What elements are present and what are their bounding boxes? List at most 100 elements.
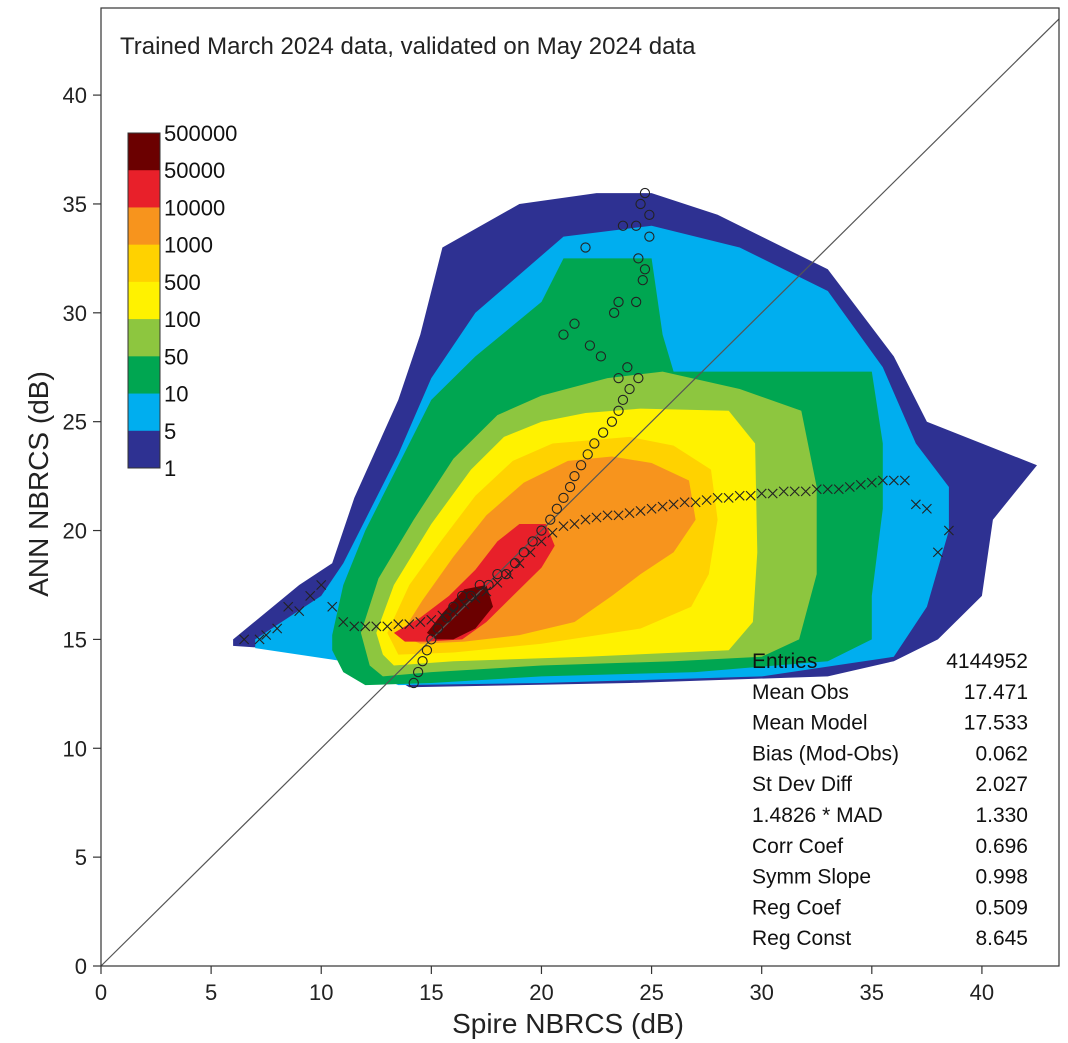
circle-marker (432, 623, 444, 634)
cross-marker (646, 503, 657, 514)
cross-marker (668, 499, 679, 510)
colorbar-label: 50 (164, 344, 188, 369)
x-tick-label: 10 (309, 980, 333, 1005)
binned-mean-series (239, 187, 954, 689)
circle-marker (639, 264, 651, 275)
y-tick-label: 30 (63, 301, 87, 326)
cross-marker (701, 495, 712, 506)
circle-marker (613, 296, 624, 308)
density-region-10000 (393, 524, 555, 642)
circle-marker (595, 351, 607, 362)
cross-marker (294, 606, 305, 617)
stat-value: 17.471 (964, 681, 1028, 704)
circle-marker (631, 220, 642, 231)
stat-label: Corr Coef (752, 835, 843, 858)
colorbar-legend: 500000 50000 10000 1000 500 100 50 10 5 1 (127, 121, 237, 481)
chart-title: Trained March 2024 data, validated on Ma… (120, 33, 696, 60)
circle-marker (536, 525, 547, 536)
colorbar-label: 100 (164, 307, 201, 332)
cross-marker (580, 514, 591, 525)
colorbar-label: 50000 (164, 158, 225, 183)
stat-label: Entries (752, 650, 817, 673)
cross-marker (778, 486, 789, 497)
stat-label: Symm Slope (752, 866, 871, 889)
colorbar-swatch (128, 430, 160, 469)
plot-frame (100, 7, 1060, 967)
stat-value: 0.062 (975, 742, 1028, 765)
colorbar-swatch (128, 170, 160, 208)
cross-marker (360, 621, 371, 632)
circle-marker (412, 666, 424, 678)
density-regions (233, 193, 1038, 688)
cross-marker (536, 536, 547, 547)
circle-marker (558, 329, 569, 340)
cross-marker (877, 475, 888, 486)
cross-marker (525, 547, 536, 558)
cross-marker (624, 508, 635, 519)
circle-marker (417, 656, 428, 667)
circle-marker (617, 394, 629, 406)
cross-marker (712, 492, 723, 503)
circle-marker (637, 275, 648, 286)
cross-marker (613, 510, 624, 521)
circle-marker (606, 416, 618, 427)
identity-line-group (100, 18, 1060, 967)
circle-marker (527, 536, 538, 547)
cross-marker (943, 525, 954, 536)
cross-marker (855, 479, 866, 490)
x-tick-label: 40 (970, 980, 994, 1005)
cross-marker (569, 519, 580, 530)
y-tick-label: 35 (63, 192, 87, 217)
circle-marker (580, 242, 591, 253)
circle-marker (633, 372, 644, 384)
cross-marker (459, 599, 470, 610)
stat-value: 17.533 (964, 712, 1028, 735)
cross-marker (272, 623, 283, 634)
circle-marker (622, 362, 633, 373)
stat-label: Mean Model (752, 712, 868, 735)
circle-marker (426, 634, 437, 645)
cross-marker (822, 484, 833, 495)
cross-marker (305, 590, 316, 601)
cross-marker (415, 617, 426, 627)
circle-marker (589, 438, 600, 449)
colorbar-label: 5 (164, 419, 176, 444)
cross-marker (492, 577, 503, 588)
circle-marker (644, 231, 655, 242)
cross-marker (921, 503, 932, 514)
cross-marker (789, 486, 800, 497)
cross-marker (448, 606, 459, 617)
circle-marker (635, 198, 646, 210)
stat-label: 1.4826 * MAD (752, 804, 883, 827)
y-tick-label: 10 (63, 736, 87, 761)
cross-marker (239, 634, 250, 645)
cross-marker (481, 586, 492, 597)
cross-marker (899, 475, 910, 486)
cross-marker (679, 497, 690, 508)
colorbar-label: 10 (164, 382, 188, 407)
stat-label: St Dev Diff (752, 773, 852, 796)
circle-marker (597, 427, 609, 438)
cross-marker (657, 501, 668, 512)
cross-marker (349, 621, 360, 632)
cross-marker (734, 490, 745, 501)
circle-marker (465, 590, 477, 602)
y-axis-title: ANN NBRCS (dB) (23, 371, 54, 597)
x-tick-label: 25 (639, 980, 663, 1005)
circle-marker (501, 568, 512, 580)
x-axis-title: Spire NBRCS (dB) (452, 1008, 684, 1039)
cross-marker (745, 490, 756, 501)
colorbar-swatch (128, 244, 160, 283)
circle-marker (631, 296, 642, 308)
colorbar-swatch (128, 393, 160, 432)
circle-marker (575, 460, 587, 471)
colorbar-frame (127, 132, 161, 469)
cross-marker (404, 619, 415, 630)
circle-marker (644, 209, 655, 220)
circle-marker (624, 383, 635, 395)
circle-marker (582, 449, 593, 460)
circle-marker (617, 220, 629, 231)
circle-marker (558, 492, 569, 504)
colorbar-label: 500000 (164, 121, 237, 146)
colorbar-swatch (128, 281, 160, 320)
